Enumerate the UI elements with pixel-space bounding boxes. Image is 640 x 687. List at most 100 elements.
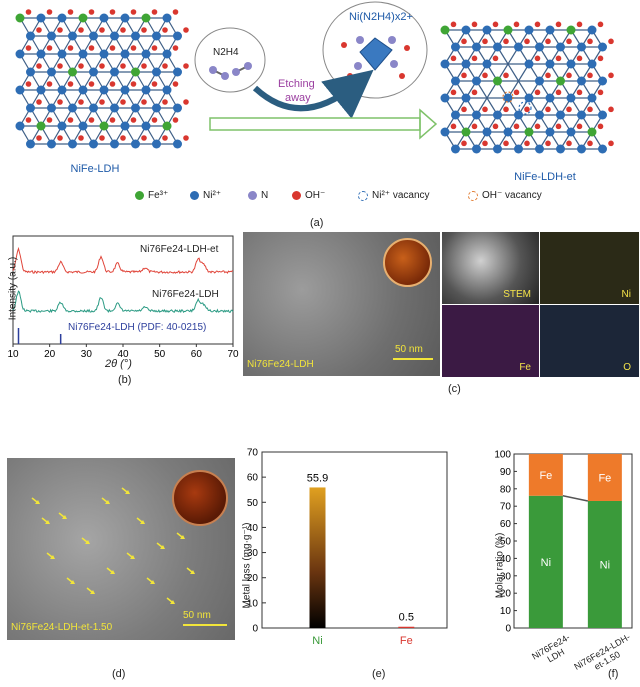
oh-atom bbox=[172, 117, 179, 123]
ni-atom bbox=[587, 93, 597, 103]
oh-atom bbox=[183, 63, 189, 69]
ni-atom bbox=[15, 85, 25, 95]
ni-atom bbox=[493, 42, 502, 52]
oh-atom bbox=[482, 106, 488, 113]
fe-atom bbox=[440, 25, 450, 35]
ni-atom bbox=[535, 42, 544, 52]
marker-arrow-head bbox=[150, 580, 155, 584]
stack-label: Ni bbox=[541, 557, 551, 569]
oh-atom bbox=[78, 63, 84, 69]
oh-atom bbox=[471, 89, 478, 96]
oh-atom bbox=[513, 89, 520, 96]
ni-atom bbox=[26, 103, 35, 113]
oh-atom bbox=[482, 38, 488, 45]
oh-atom bbox=[99, 63, 105, 69]
oh-atom bbox=[78, 135, 84, 141]
oh-atom bbox=[566, 106, 572, 113]
oh-atom bbox=[25, 9, 32, 15]
legend-oh-vacancy: OH⁻ vacancy bbox=[468, 190, 542, 201]
label-nife-ldh-et: NiFe-LDH-et bbox=[514, 171, 576, 183]
oh-atom bbox=[88, 45, 95, 51]
ni-atom bbox=[36, 13, 46, 23]
oh-atom bbox=[545, 140, 551, 147]
ni-atom bbox=[545, 93, 555, 103]
marker-arrow-head bbox=[35, 500, 40, 504]
ni-atom bbox=[78, 49, 88, 59]
n-dot-icon bbox=[248, 191, 257, 200]
oh-atom bbox=[461, 106, 467, 113]
ni-atom bbox=[556, 42, 565, 52]
ni-atom bbox=[131, 31, 140, 41]
oh-atom bbox=[141, 99, 147, 105]
chart-e-ytick-label: 60 bbox=[247, 473, 259, 484]
ni-atom bbox=[110, 31, 119, 41]
oh-atom bbox=[555, 89, 562, 96]
marker-arrow bbox=[41, 517, 48, 523]
tem-sample-label-c: Ni76Fe24-LDH bbox=[247, 359, 314, 370]
marker-arrow-head bbox=[62, 515, 67, 519]
molar-ratio-ylabel: Molar ratio (%) bbox=[494, 532, 506, 599]
marker-arrow bbox=[46, 552, 53, 558]
oh-atom bbox=[597, 55, 604, 62]
oh-atom bbox=[545, 106, 551, 113]
oh-atom bbox=[25, 45, 32, 51]
fe-atom bbox=[587, 127, 597, 137]
oh-atom bbox=[534, 123, 541, 130]
chart-e-frame bbox=[261, 451, 448, 629]
legend-n: N bbox=[248, 190, 268, 201]
ni-atom bbox=[598, 42, 607, 52]
ni-atom bbox=[472, 144, 481, 154]
oh-atom bbox=[46, 81, 53, 87]
marker-arrow bbox=[176, 532, 183, 538]
fe-atom bbox=[141, 13, 151, 23]
ni-atom bbox=[162, 49, 172, 59]
marker-arrow-head bbox=[45, 520, 50, 524]
oh-atom bbox=[36, 27, 42, 33]
xrd-label-ldh: Ni76Fe24-LDH bbox=[152, 289, 219, 300]
oh-atom bbox=[608, 140, 614, 147]
oh-atom bbox=[524, 140, 530, 147]
oh-atom bbox=[162, 63, 168, 69]
oh-atom bbox=[141, 135, 147, 141]
ni-atom bbox=[535, 144, 544, 154]
ni-atom bbox=[461, 59, 471, 69]
ni-atom bbox=[162, 13, 172, 23]
oh-atom bbox=[120, 27, 126, 33]
chart-f-ytick-label: 70 bbox=[500, 502, 512, 513]
marker-arrow bbox=[186, 567, 193, 573]
legend-ni-vacancy: Ni²⁺ vacancy bbox=[358, 190, 430, 201]
marker-arrow-head bbox=[110, 570, 115, 574]
ni-atom bbox=[451, 110, 460, 120]
ni-atom bbox=[120, 13, 130, 23]
oh-atom bbox=[162, 27, 168, 33]
xrd-plot: 10 20 30 40 50 60 70 bbox=[7, 235, 239, 360]
marker-arrow-head bbox=[90, 590, 95, 594]
lattice-left bbox=[15, 9, 189, 149]
marker-arrow-head bbox=[105, 500, 110, 504]
ni-atom bbox=[110, 67, 119, 77]
ni-atom bbox=[514, 42, 523, 52]
scale-bar-d bbox=[183, 624, 227, 626]
map-stem: STEM bbox=[442, 232, 539, 304]
xrd-label-et: Ni76Fe24-LDH-et bbox=[140, 244, 219, 255]
fe-dot-icon bbox=[135, 191, 144, 200]
xrd-xtick: 40 bbox=[117, 349, 129, 360]
oh-atom bbox=[141, 63, 147, 69]
tem-image-c: Ni76Fe24-LDH 50 nm bbox=[243, 232, 440, 376]
oh-atom bbox=[461, 72, 467, 79]
oh-atom bbox=[120, 135, 126, 141]
chart-f-ytick-label: 0 bbox=[505, 624, 511, 635]
yellow-arrows bbox=[31, 487, 195, 604]
ni-atom bbox=[440, 59, 450, 69]
ni-atom bbox=[482, 25, 492, 35]
marker-arrow bbox=[166, 597, 173, 603]
xrd-xtick: 20 bbox=[44, 349, 56, 360]
oh-atom bbox=[608, 72, 614, 79]
ni-atom bbox=[36, 85, 46, 95]
chart-e-ytick-label: 10 bbox=[247, 598, 259, 609]
ni-atom bbox=[545, 25, 555, 35]
oh-atom bbox=[576, 55, 583, 62]
ni-atom bbox=[482, 127, 492, 137]
ni-vacancy-marker bbox=[518, 101, 532, 115]
ni-atom bbox=[440, 127, 450, 137]
